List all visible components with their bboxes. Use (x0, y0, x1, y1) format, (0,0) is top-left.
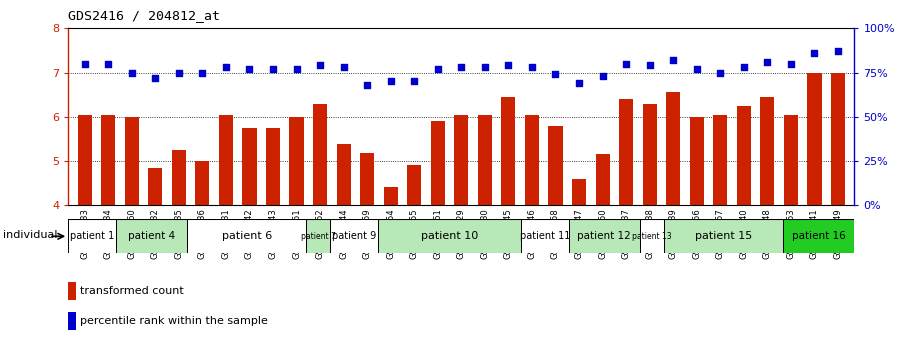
Point (501, 63, 515, 68)
Bar (478, 115, 492, 205)
Text: patient 9: patient 9 (332, 231, 376, 241)
Bar (619, 99, 634, 205)
Point (760, 59, 774, 65)
Point (524, 64, 539, 70)
Bar (313, 104, 327, 205)
Point (77, 61, 92, 67)
Bar (115, 219, 187, 253)
Text: patient 16: patient 16 (792, 231, 845, 241)
Point (619, 61, 634, 67)
Bar (101, 115, 115, 205)
Point (219, 64, 234, 70)
Bar (306, 219, 330, 253)
Bar (68, 313, 76, 330)
Point (360, 82, 375, 88)
Bar (760, 97, 774, 205)
Point (595, 73, 610, 79)
Bar (454, 115, 468, 205)
Point (384, 79, 398, 84)
Bar (330, 219, 378, 253)
Point (736, 64, 751, 70)
Text: individual: individual (3, 230, 57, 240)
Point (431, 66, 445, 72)
Bar (77, 115, 92, 205)
Bar (187, 219, 306, 253)
Point (643, 63, 657, 68)
Text: patient 4: patient 4 (128, 231, 175, 241)
Bar (643, 104, 656, 205)
Point (242, 66, 256, 72)
Bar (289, 117, 304, 205)
Bar (360, 153, 375, 205)
Bar (68, 282, 76, 300)
Point (807, 50, 822, 56)
Bar (737, 106, 751, 205)
Text: patient 13: patient 13 (632, 232, 672, 241)
Text: patient 6: patient 6 (222, 231, 272, 241)
Point (572, 80, 586, 86)
Text: transformed count: transformed count (80, 286, 184, 296)
Bar (666, 92, 680, 205)
Bar (407, 166, 421, 205)
Text: GDS2416 / 204812_at: GDS2416 / 204812_at (68, 9, 220, 22)
Point (713, 70, 727, 75)
Bar (664, 219, 783, 253)
Point (313, 63, 327, 68)
Point (477, 64, 492, 70)
Point (689, 66, 704, 72)
Point (454, 64, 468, 70)
Point (289, 66, 304, 72)
Point (265, 66, 280, 72)
Bar (266, 128, 280, 205)
Point (336, 64, 351, 70)
Bar (690, 117, 704, 205)
Bar (783, 219, 854, 253)
Text: patient 11: patient 11 (520, 231, 570, 241)
Bar (219, 115, 233, 205)
Bar (640, 219, 664, 253)
Point (407, 79, 422, 84)
Point (195, 70, 210, 75)
Text: percentile rank within the sample: percentile rank within the sample (80, 316, 267, 326)
Bar (384, 187, 398, 205)
Bar (572, 179, 586, 205)
Bar (502, 97, 515, 205)
Bar (521, 219, 568, 253)
Point (831, 48, 845, 54)
Text: patient 7: patient 7 (301, 232, 335, 241)
Text: patient 15: patient 15 (694, 231, 752, 241)
Bar (831, 73, 845, 205)
Point (548, 72, 563, 77)
Text: patient 10: patient 10 (421, 231, 478, 241)
Point (101, 61, 115, 67)
Bar (595, 154, 610, 205)
Bar (172, 150, 185, 205)
Point (125, 70, 139, 75)
Bar (784, 115, 798, 205)
Bar (378, 219, 521, 253)
Point (784, 61, 798, 67)
Bar (336, 144, 351, 205)
Bar (431, 121, 445, 205)
Bar (68, 219, 115, 253)
Bar (524, 115, 539, 205)
Bar (807, 73, 822, 205)
Bar (568, 219, 640, 253)
Bar (125, 117, 139, 205)
Text: patient 1: patient 1 (70, 231, 115, 241)
Bar (195, 161, 209, 205)
Point (666, 57, 681, 63)
Bar (548, 126, 563, 205)
Bar (714, 115, 727, 205)
Bar (243, 128, 256, 205)
Bar (148, 168, 163, 205)
Point (148, 75, 163, 81)
Text: patient 12: patient 12 (577, 231, 631, 241)
Point (172, 70, 186, 75)
